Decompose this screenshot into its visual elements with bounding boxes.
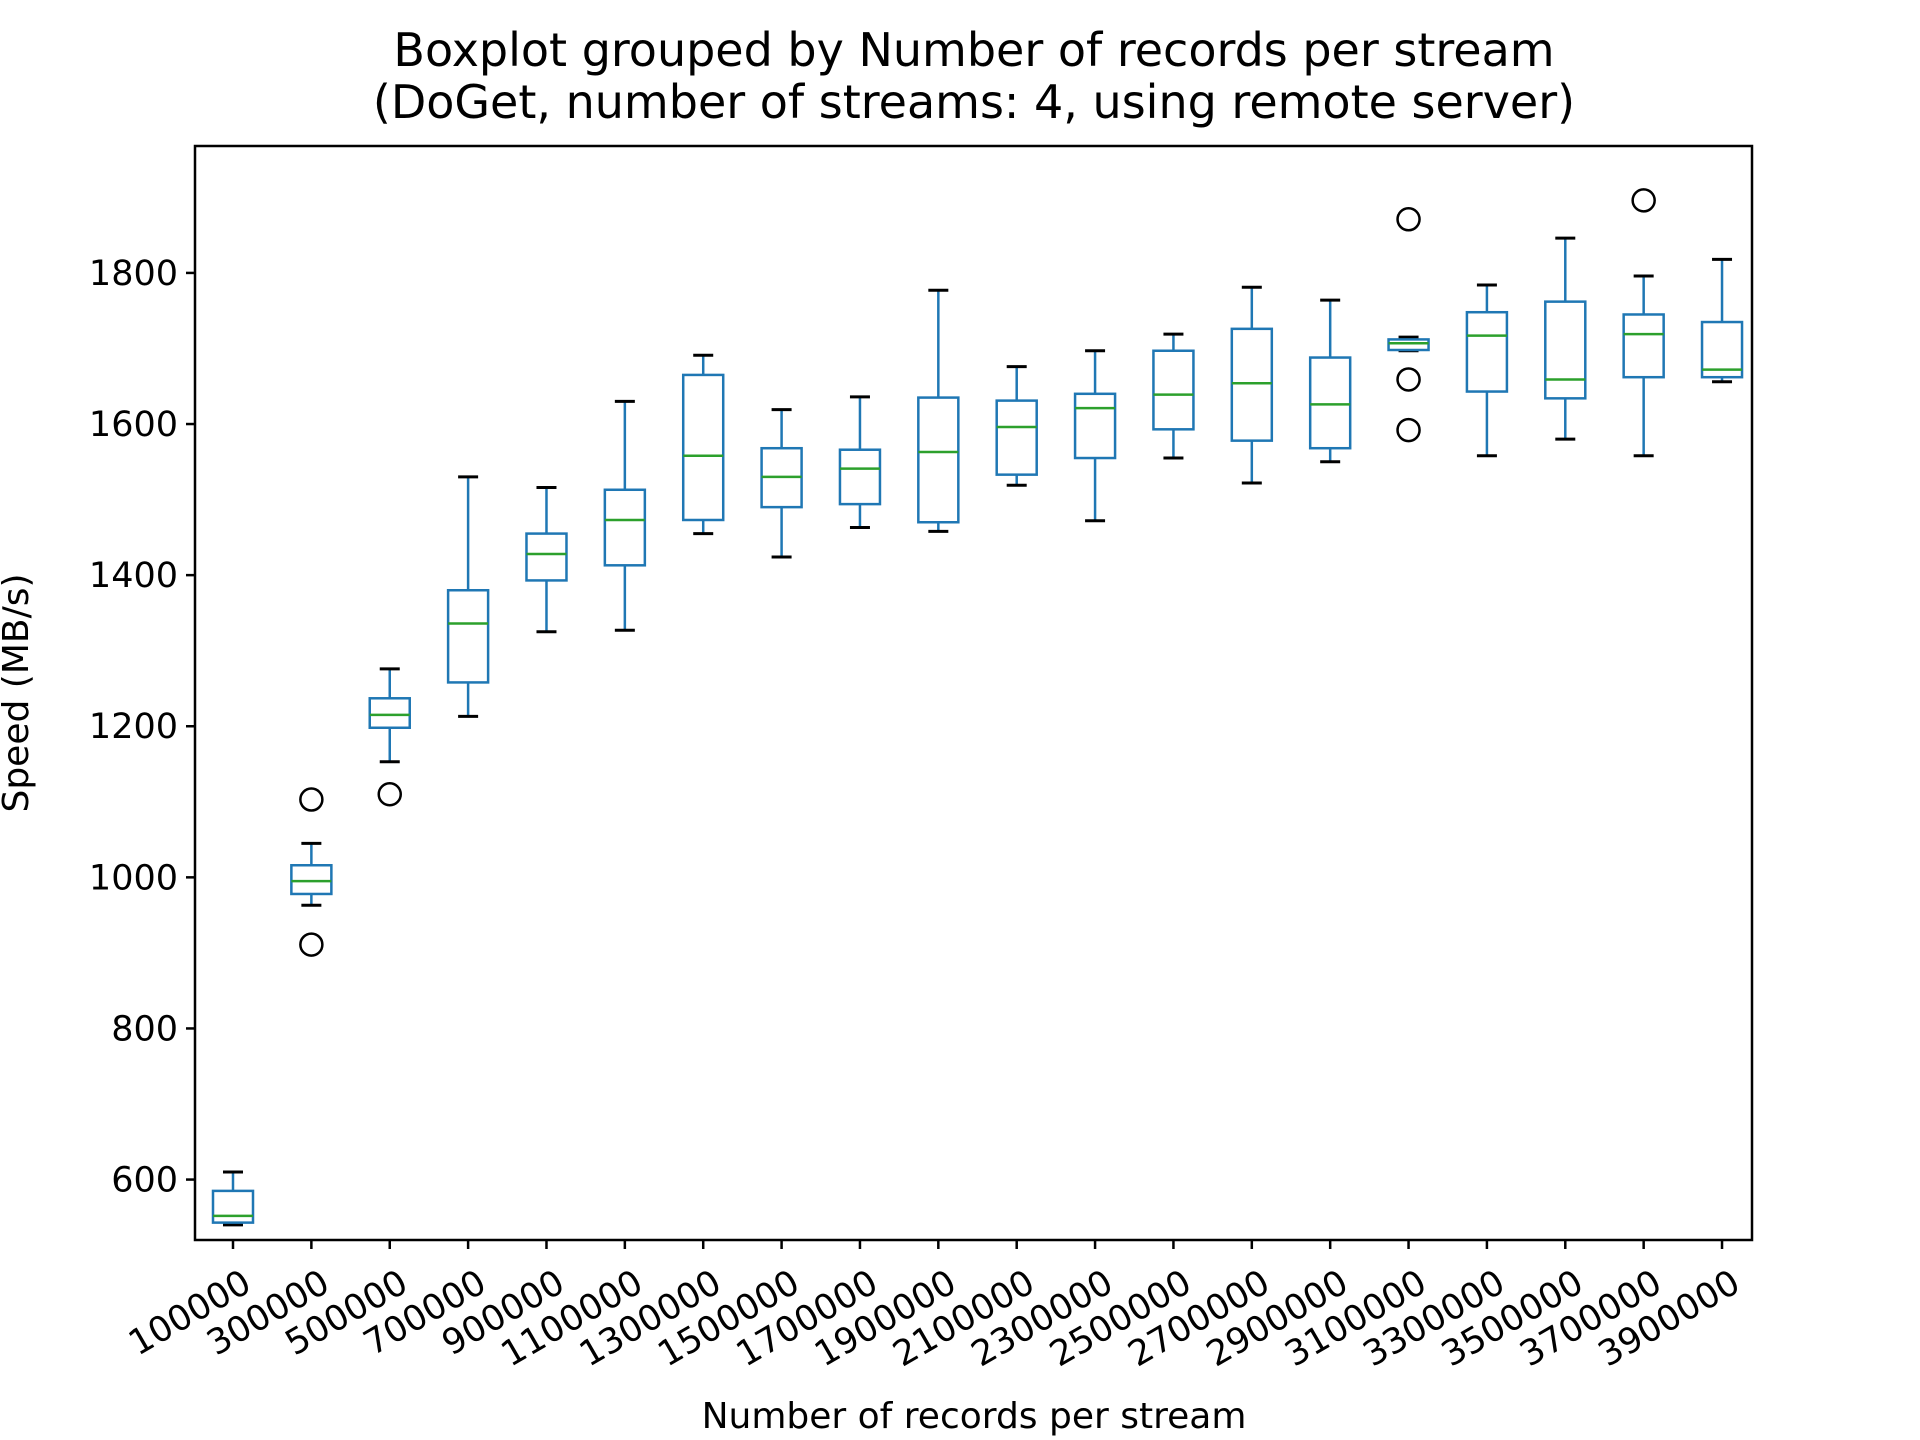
y-tick-label: 800 <box>111 1009 178 1049</box>
outlier-point <box>299 932 324 957</box>
y-tick-label: 600 <box>111 1161 178 1201</box>
outlier-point <box>1396 417 1421 443</box>
box-body <box>1073 392 1117 460</box>
box-body <box>838 448 882 506</box>
outlier-point <box>1396 207 1421 232</box>
box-body <box>368 697 411 730</box>
box-group-3100000 <box>1387 207 1430 443</box>
outlier-point <box>1396 367 1421 392</box>
box-group-1900000 <box>917 288 960 533</box>
box-group-2700000 <box>1230 285 1274 485</box>
box-group-1100000 <box>603 399 647 632</box>
y-tick-label: 1200 <box>89 707 178 747</box>
box-body <box>290 864 333 896</box>
box-group-3900000 <box>1700 257 1744 384</box>
outlier-point <box>299 787 324 812</box>
y-tick-label: 1400 <box>89 556 178 596</box>
box-group-2300000 <box>1073 349 1117 523</box>
box-body <box>1308 356 1352 450</box>
box-group-2900000 <box>1308 298 1352 464</box>
box-body <box>1152 349 1195 431</box>
x-axis: 1000003000005000007000009000001100000130… <box>122 1240 1747 1375</box>
box-group-100000 <box>211 1170 255 1227</box>
y-axis-label: Speed (MB/s) <box>0 573 37 812</box>
box-body <box>603 488 647 567</box>
box-body <box>1230 327 1274 442</box>
chart-subtitle: (DoGet, number of streams: 4, using remo… <box>373 75 1575 129</box>
plot-frame <box>193 144 1754 1242</box>
plot-area <box>211 188 1744 1227</box>
box-body <box>446 588 490 684</box>
box-group-3500000 <box>1544 236 1587 441</box>
box-body <box>917 396 960 524</box>
box-group-3700000 <box>1622 188 1665 458</box>
box-group-1700000 <box>838 395 882 530</box>
y-tick-label: 1800 <box>89 254 178 294</box>
box-group-1500000 <box>760 408 803 559</box>
chart-title: Boxplot grouped by Number of records per… <box>393 23 1554 77</box>
box-group-300000 <box>290 787 333 957</box>
box-group-700000 <box>446 475 490 718</box>
box-body <box>1622 313 1665 379</box>
box-body <box>525 532 568 582</box>
outlier-point <box>1631 188 1656 213</box>
box-group-900000 <box>525 485 568 634</box>
box-group-3300000 <box>1465 283 1509 458</box>
box-group-500000 <box>368 667 411 807</box>
box-group-2500000 <box>1152 332 1195 460</box>
box-body <box>211 1189 255 1224</box>
y-axis: 600 800 1000 1200 1400 1600 1800 <box>89 254 195 1201</box>
box-group-2100000 <box>995 365 1038 487</box>
box-body <box>681 373 725 522</box>
box-body <box>1465 310 1509 393</box>
box-body <box>1387 338 1430 352</box>
y-tick-label: 1000 <box>89 858 178 898</box>
outlier-point <box>377 781 402 807</box>
x-axis-label: Number of records per stream <box>702 1396 1247 1437</box>
y-tick-label: 1600 <box>89 405 178 445</box>
box-body <box>995 399 1038 476</box>
box-group-1300000 <box>681 353 725 536</box>
box-body <box>1544 300 1587 400</box>
box-body <box>1700 320 1744 379</box>
